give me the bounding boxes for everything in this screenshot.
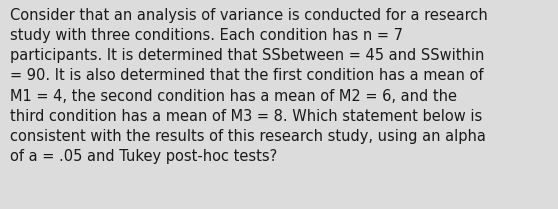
Text: Consider that an analysis of variance is conducted for a research
study with thr: Consider that an analysis of variance is… xyxy=(10,8,488,164)
